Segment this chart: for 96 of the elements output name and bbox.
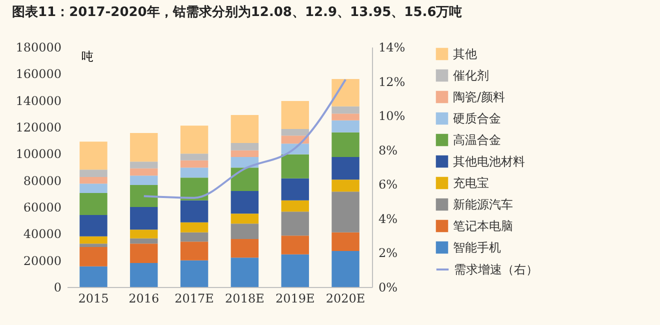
bar <box>80 177 108 184</box>
bar <box>180 168 208 178</box>
bar <box>230 224 259 239</box>
legend-label: 笔记本电脑 <box>453 219 513 233</box>
bar <box>180 232 208 242</box>
bar <box>130 185 158 207</box>
bar <box>332 232 360 251</box>
bar <box>230 168 259 191</box>
bar <box>281 236 309 254</box>
y2-tick-label: 10% <box>378 109 406 124</box>
x-tick-label: 2019E <box>275 292 315 306</box>
legend-label: 陶瓷/颜料 <box>453 90 506 104</box>
x-tick-label: 2020E <box>326 292 366 306</box>
legend-label: 其他 <box>453 47 477 61</box>
bar <box>130 162 158 168</box>
bar <box>332 79 360 106</box>
bar <box>332 114 360 120</box>
legend-label: 新能源汽车 <box>453 198 513 212</box>
y-axis-title: 吨 <box>82 50 94 64</box>
bar <box>332 120 360 132</box>
bar <box>130 168 158 176</box>
bar <box>281 101 309 129</box>
legend-label: 催化剂 <box>453 68 489 82</box>
bar <box>230 143 259 150</box>
y-tick-label: 40000 <box>23 227 62 242</box>
bar <box>230 239 259 258</box>
bar <box>80 170 108 177</box>
bar <box>230 191 259 214</box>
bar <box>230 150 259 157</box>
bar <box>230 258 259 287</box>
bar <box>80 266 108 287</box>
bar <box>281 129 309 136</box>
y-tick-label: 140000 <box>16 94 62 108</box>
x-tick-label: 2018E <box>225 292 264 306</box>
bar <box>332 157 360 180</box>
legend-label: 其他电池材料 <box>453 154 525 168</box>
chart-title: 图表11：2017-2020年，钴需求分别为12.08、12.9、13.95、15.6万吨 <box>12 4 462 20</box>
bar <box>80 142 108 170</box>
legend-label: 需求增速（右） <box>454 262 538 276</box>
y2-tick-label: 6% <box>378 178 398 192</box>
y-tick-label: 120000 <box>16 120 62 134</box>
bar <box>180 242 208 260</box>
bar <box>281 212 309 236</box>
x-tick-label: 2015 <box>78 292 109 306</box>
bar <box>80 215 108 236</box>
bar <box>180 200 208 222</box>
legend-label: 充电宝 <box>453 176 489 190</box>
bar <box>80 193 108 215</box>
y2-tick-label: 12% <box>378 74 406 89</box>
y-tick-label: 180000 <box>16 40 62 54</box>
bar <box>180 126 208 154</box>
legend-label: 高温合金 <box>453 133 501 147</box>
bar <box>130 133 158 162</box>
bar <box>281 200 309 212</box>
bar <box>332 251 360 287</box>
y-tick-label: 20000 <box>23 254 62 268</box>
bar <box>281 254 309 287</box>
bar <box>80 184 108 193</box>
bar <box>130 230 158 238</box>
bar <box>281 154 309 178</box>
bar <box>80 247 108 266</box>
bar <box>332 132 360 157</box>
y-tick-label: 80000 <box>23 174 62 188</box>
bar <box>130 207 158 230</box>
bar <box>332 192 360 232</box>
bar <box>130 238 158 244</box>
legend-label: 硬质合金 <box>453 112 501 126</box>
y-tick-label: 100000 <box>16 147 62 162</box>
x-tick-label: 2017E <box>174 292 214 306</box>
y2-tick-label: 4% <box>378 212 398 226</box>
y2-tick-label: 0% <box>378 280 398 294</box>
x-tick-label: 2016 <box>128 292 160 306</box>
bar <box>230 157 259 168</box>
bar <box>180 260 208 287</box>
bar <box>180 160 208 168</box>
y-tick-label: 0 <box>54 280 62 294</box>
bar <box>230 115 259 143</box>
bar <box>180 178 208 200</box>
y2-tick-label: 8% <box>378 143 398 158</box>
bar <box>130 263 158 287</box>
y-tick-label: 60000 <box>23 200 62 214</box>
bar <box>230 214 259 224</box>
bar <box>130 176 158 185</box>
bar <box>332 106 360 114</box>
bar <box>180 222 208 232</box>
y2-tick-label: 14% <box>378 40 406 54</box>
line-series <box>142 78 347 199</box>
bar <box>281 178 309 200</box>
bar <box>180 154 208 160</box>
bar <box>80 236 108 244</box>
bar <box>332 180 360 192</box>
bar <box>130 244 158 263</box>
legend-label: 智能手机 <box>453 240 501 254</box>
bar <box>80 244 108 247</box>
y2-tick-label: 2% <box>378 246 398 260</box>
y-tick-label: 160000 <box>16 67 62 82</box>
